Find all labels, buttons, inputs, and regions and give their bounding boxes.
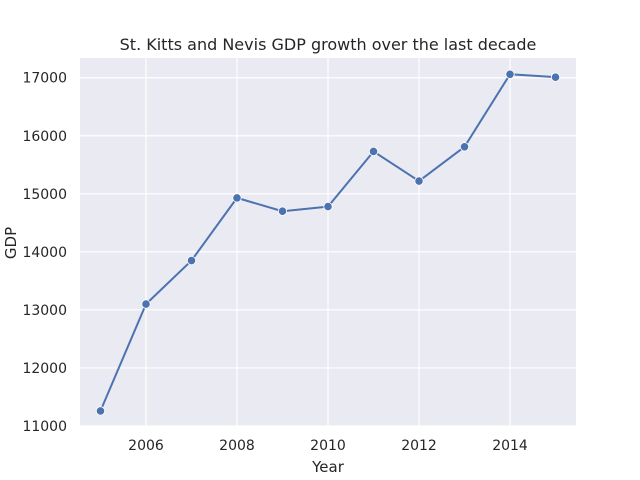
chart-title: St. Kitts and Nevis GDP growth over the …	[120, 35, 537, 54]
data-point	[368, 146, 379, 157]
x-tick-label: 2010	[310, 438, 346, 454]
y-tick-label: 13000	[22, 303, 67, 319]
data-point	[186, 255, 197, 266]
x-axis-ticks: 2006 2008 2010 2012 2014	[128, 438, 528, 454]
y-tick-label: 11000	[22, 419, 67, 435]
data-point	[459, 142, 470, 152]
data-point	[505, 69, 515, 79]
data-point	[277, 206, 288, 216]
y-tick-label: 16000	[22, 129, 67, 145]
data-point	[95, 406, 106, 416]
y-tick-label: 12000	[22, 361, 67, 377]
x-tick-label: 2008	[219, 438, 255, 454]
x-axis-label: Year	[311, 458, 345, 476]
x-tick-label: 2006	[128, 438, 164, 454]
x-tick-label: 2012	[401, 438, 437, 454]
grid-lines	[80, 58, 576, 427]
y-tick-label: 15000	[22, 187, 67, 203]
data-point	[550, 72, 561, 82]
series-group	[95, 69, 561, 416]
y-tick-label: 14000	[22, 245, 67, 261]
y-tick-label: 17000	[22, 71, 67, 87]
data-point	[414, 176, 424, 186]
y-axis-ticks: 11000 12000 13000 14000 15000 16000 17000	[22, 71, 67, 435]
data-point	[141, 299, 151, 309]
x-tick-label: 2014	[492, 438, 528, 454]
y-axis-label: GDP	[2, 227, 20, 259]
data-point	[232, 193, 242, 203]
data-point	[323, 201, 333, 212]
